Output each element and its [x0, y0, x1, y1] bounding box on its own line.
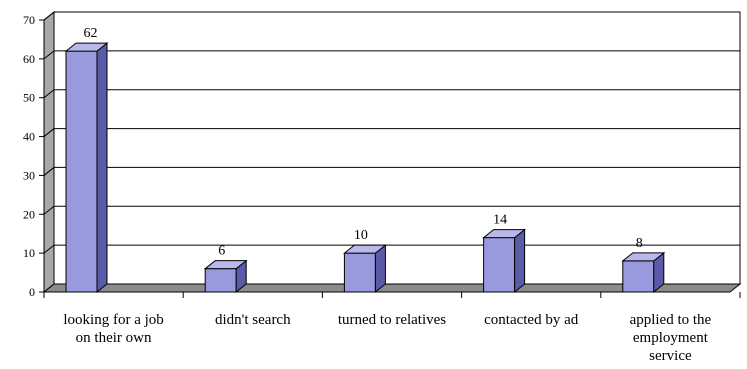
gridline-depth: [43, 89, 55, 99]
back-wall: [53, 11, 741, 285]
x-tick-label: didn't search: [215, 312, 291, 328]
gridline-depth: [43, 11, 55, 21]
bar-top: [482, 229, 527, 239]
bar: [204, 268, 237, 293]
y-tick-label: 10: [23, 246, 35, 260]
x-tick-label-line: service: [649, 348, 692, 364]
x-tick-label-line: turned to relatives: [338, 312, 446, 328]
x-tick-label-line: applied to the: [630, 312, 712, 328]
gridline-depth: [43, 244, 55, 254]
x-tick-label: contacted by ad: [484, 312, 579, 328]
gridline-depth: [43, 128, 55, 137]
bar: [65, 50, 98, 293]
bar: [622, 260, 655, 293]
side-wall: [43, 10, 55, 294]
bar-top: [203, 260, 248, 270]
x-tick-label: turned to relatives: [338, 312, 446, 328]
x-axis: [43, 20, 741, 298]
y-axis-ticks: 0 10 20 30 40 50 60 70: [23, 13, 44, 299]
y-tick-label: 0: [29, 285, 35, 299]
data-label: 62: [84, 26, 98, 41]
gridline-depth: [43, 167, 55, 176]
x-tick-label-line: didn't search: [215, 312, 291, 328]
bar-top: [621, 252, 666, 262]
bar: [483, 237, 516, 293]
x-tick-label-line: looking for a job: [63, 312, 163, 328]
gridline-depth: [43, 50, 55, 60]
bar-top: [64, 42, 109, 52]
data-label: 6: [218, 244, 225, 259]
bars: [64, 42, 666, 294]
data-label: 8: [636, 236, 643, 251]
category-labels: looking for a job on their own didn't sear…: [63, 312, 711, 364]
chart-walls: [42, 10, 742, 294]
x-tick-label: applied to the employment service: [630, 312, 712, 364]
y-tick-label: 70: [23, 13, 35, 27]
data-label: 14: [493, 213, 507, 228]
gridline-depth: [43, 205, 55, 215]
x-tick-label: looking for a job on their own: [63, 312, 163, 346]
bar: [343, 252, 376, 293]
data-label: 10: [354, 228, 368, 243]
x-tick-label-line: contacted by ad: [484, 312, 579, 328]
y-tick-label: 50: [23, 91, 35, 105]
y-tick-label: 20: [23, 207, 35, 221]
y-tick-label: 40: [23, 130, 35, 144]
bar-side: [514, 228, 526, 294]
x-tick-label-line: employment: [633, 330, 709, 346]
bar-top: [342, 244, 387, 254]
y-tick-label: 30: [23, 168, 35, 182]
data-labels: 62 6 10 14 8: [84, 26, 643, 259]
x-tick-label-line: on their own: [76, 330, 152, 346]
y-tick-label: 60: [23, 52, 35, 66]
bar-side: [96, 42, 108, 294]
gridlines: [43, 11, 740, 254]
